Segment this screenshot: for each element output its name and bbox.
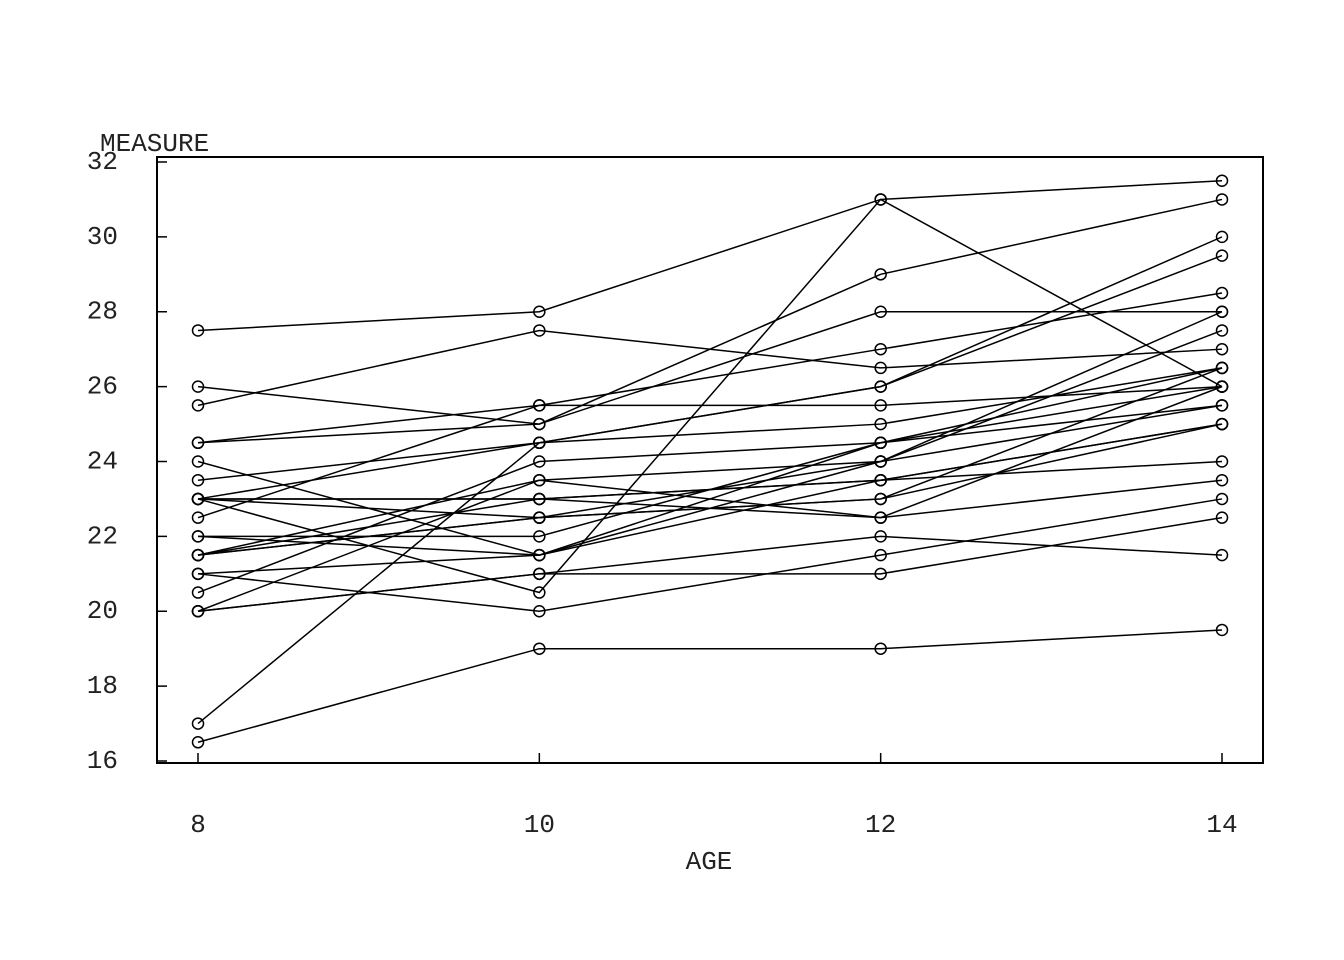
data-point xyxy=(533,642,546,655)
y-tick-label: 30 xyxy=(87,222,118,252)
x-axis-label: AGE xyxy=(686,847,733,877)
data-point xyxy=(1215,230,1229,244)
data-point xyxy=(533,492,546,506)
series-line xyxy=(197,629,1223,744)
data-point xyxy=(1215,455,1229,468)
series-line xyxy=(197,404,1223,556)
data-point xyxy=(874,548,887,562)
data-point xyxy=(874,342,887,356)
data-point xyxy=(191,567,205,581)
data-point xyxy=(191,605,205,618)
x-tick-label: 14 xyxy=(1206,810,1237,840)
data-point xyxy=(1215,473,1229,487)
series-line xyxy=(197,236,1223,500)
series-line xyxy=(198,423,1223,500)
data-point xyxy=(191,492,205,506)
data-point xyxy=(533,399,546,412)
data-point xyxy=(874,567,887,581)
data-point xyxy=(874,530,887,543)
data-point xyxy=(191,717,205,730)
data-point xyxy=(1215,249,1229,262)
data-point xyxy=(191,455,205,468)
data-point xyxy=(191,399,205,412)
data-point xyxy=(533,530,546,543)
data-point xyxy=(1215,380,1229,393)
y-tick-label: 28 xyxy=(87,297,118,327)
data-point xyxy=(874,642,887,655)
data-point xyxy=(874,436,887,450)
data-point xyxy=(191,324,205,337)
series-line xyxy=(197,385,1223,519)
data-point xyxy=(874,492,887,506)
data-point xyxy=(191,511,205,524)
data-point xyxy=(1215,305,1229,318)
y-tick-label: 22 xyxy=(87,521,118,551)
data-point xyxy=(1215,511,1229,524)
data-point xyxy=(533,605,546,618)
data-point xyxy=(1215,399,1229,412)
data-point xyxy=(533,455,546,468)
data-point xyxy=(1215,548,1229,562)
x-tick-label: 8 xyxy=(190,810,206,840)
series-line xyxy=(197,311,1223,556)
data-point xyxy=(874,305,887,318)
data-point xyxy=(533,305,546,318)
series-line xyxy=(197,367,1223,481)
y-tick-label: 16 xyxy=(87,746,118,776)
data-point xyxy=(874,511,887,524)
plot-frame xyxy=(156,156,1264,764)
data-point xyxy=(533,436,546,450)
series-line xyxy=(197,329,1223,407)
data-point xyxy=(533,511,546,524)
data-point xyxy=(874,417,887,431)
data-point xyxy=(1215,417,1229,431)
x-tick-label: 10 xyxy=(524,810,555,840)
data-point xyxy=(874,455,887,468)
series-line xyxy=(197,535,1223,612)
data-point xyxy=(191,736,205,749)
data-point xyxy=(874,380,887,393)
data-point xyxy=(191,380,205,393)
y-tick-label: 24 xyxy=(87,446,118,476)
data-point xyxy=(191,473,205,487)
data-point xyxy=(1215,174,1229,187)
data-point xyxy=(874,399,887,412)
data-point xyxy=(874,473,887,487)
data-point xyxy=(191,548,205,562)
data-point xyxy=(874,361,887,375)
data-point xyxy=(533,548,546,562)
data-point xyxy=(533,417,546,431)
data-point xyxy=(533,586,546,599)
data-point xyxy=(1215,361,1229,375)
data-point xyxy=(1215,193,1229,206)
data-point xyxy=(1215,324,1229,337)
x-tick-label: 12 xyxy=(865,810,896,840)
y-axis-label: MEASURE xyxy=(100,129,209,159)
data-point xyxy=(1215,286,1229,300)
y-tick-label: 26 xyxy=(87,372,118,402)
series-line xyxy=(197,179,1223,332)
data-point xyxy=(533,324,546,337)
data-point xyxy=(1215,623,1229,637)
series-line xyxy=(197,423,1223,556)
data-point xyxy=(874,268,887,281)
data-point xyxy=(533,567,546,581)
data-point xyxy=(533,473,546,487)
y-tick-label: 20 xyxy=(87,596,118,626)
data-point xyxy=(1215,492,1229,506)
data-point xyxy=(191,530,205,543)
y-tick-label: 18 xyxy=(87,671,118,701)
data-point xyxy=(191,586,205,599)
data-point xyxy=(1215,342,1229,356)
data-point xyxy=(874,193,887,206)
y-tick-label: 32 xyxy=(87,147,118,177)
data-point xyxy=(191,436,205,450)
